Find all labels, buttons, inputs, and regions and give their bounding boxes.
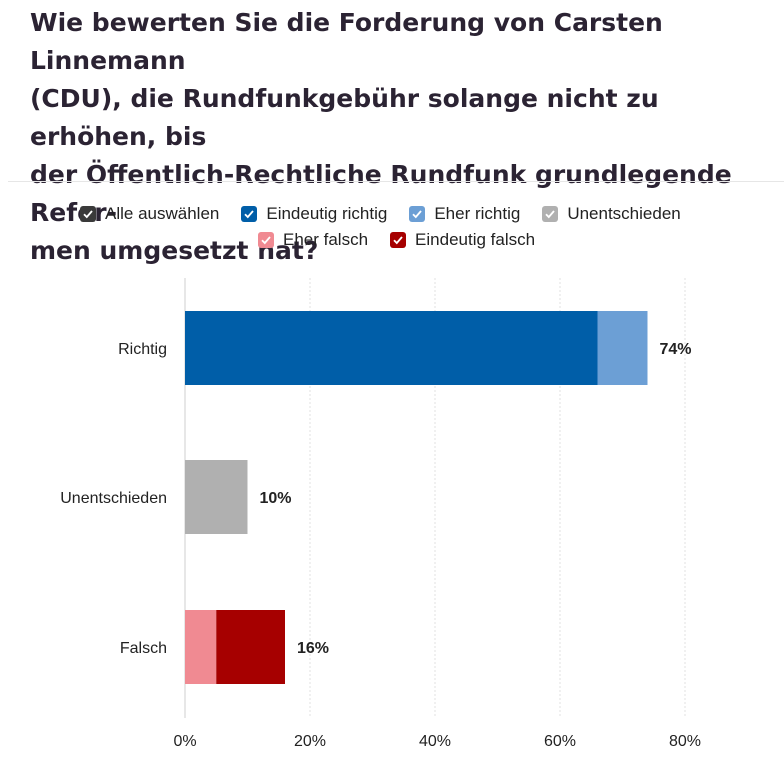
checkbox-icon (80, 206, 96, 222)
checkbox-icon (241, 206, 258, 222)
total-label: 74% (660, 341, 692, 358)
x-tick-label: 0% (173, 733, 196, 750)
legend-label: Eher falsch (283, 230, 369, 249)
x-tick-label: 40% (419, 733, 451, 750)
question-title: Wie bewerten Sie die Forderung von Carst… (30, 4, 770, 270)
legend-item-unentschieden[interactable]: Unentschieden (542, 204, 681, 224)
category-label: Falsch (120, 640, 167, 657)
legend-row-2: Eher falsch Eindeutig falsch (258, 230, 557, 250)
legend-item-eindeutig-richtig[interactable]: Eindeutig richtig (241, 204, 387, 224)
legend-label: Eher richtig (434, 204, 521, 223)
bar-segment (185, 610, 217, 684)
legend-item-eindeutig-falsch[interactable]: Eindeutig falsch (390, 230, 535, 250)
title-line: (CDU), die Rundfunkgebühr solange nicht … (30, 84, 659, 151)
x-tick-label: 60% (544, 733, 576, 750)
category-label: Richtig (118, 341, 167, 358)
x-tick-label: 20% (294, 733, 326, 750)
title-line: der Öffentlich-Rechtliche Rundfunk grund… (30, 160, 732, 227)
title-line: Wie bewerten Sie die Forderung von Carst… (30, 8, 663, 75)
legend-select-all[interactable]: Alle auswählen (80, 204, 219, 224)
checkbox-icon (390, 232, 407, 248)
bar-segment (597, 311, 648, 385)
bar-segment (216, 610, 285, 684)
legend-label: Unentschieden (567, 204, 681, 223)
total-label: 16% (297, 640, 329, 657)
divider (8, 181, 784, 182)
total-label: 10% (260, 490, 292, 507)
checkbox-icon (542, 206, 559, 222)
legend-row-1: Alle auswählen Eindeutig richtig Eher ri… (80, 204, 703, 224)
legend-label: Alle auswählen (105, 204, 220, 223)
category-label: Unentschieden (60, 490, 167, 507)
checkbox-icon (409, 206, 426, 222)
legend-label: Eindeutig richtig (266, 204, 388, 223)
x-tick-label: 80% (669, 733, 701, 750)
legend-label: Eindeutig falsch (415, 230, 536, 249)
legend-item-eher-falsch[interactable]: Eher falsch (258, 230, 368, 250)
legend-item-eher-richtig[interactable]: Eher richtig (409, 204, 520, 224)
bar-segment (185, 311, 598, 385)
bar-segment (185, 460, 248, 534)
checkbox-icon (258, 232, 274, 248)
